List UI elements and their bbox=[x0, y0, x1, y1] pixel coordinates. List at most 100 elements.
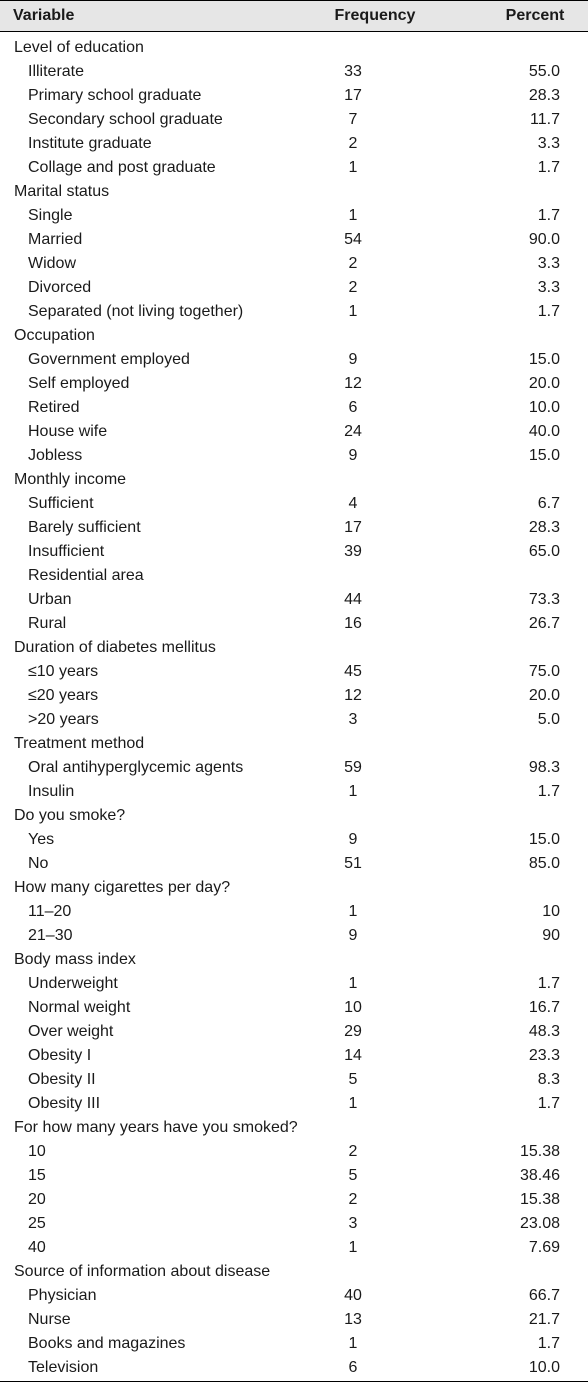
row-label: Government employed bbox=[28, 351, 190, 368]
row-frequency: 29 bbox=[344, 1023, 362, 1040]
row-percent: 15.38 bbox=[519, 1143, 560, 1160]
row-label: Source of information about disease bbox=[14, 1263, 271, 1280]
category-row: Monthly income bbox=[0, 468, 588, 492]
row-label: Obesity I bbox=[28, 1047, 92, 1064]
row-label: Rural bbox=[28, 615, 67, 632]
header-percent: Percent bbox=[505, 7, 565, 24]
category-row: Level of education bbox=[0, 36, 588, 60]
row-frequency: 17 bbox=[344, 519, 362, 536]
table-row: Self employed 12 20.0 bbox=[0, 372, 588, 396]
row-percent: 40.0 bbox=[528, 423, 560, 440]
row-percent: 85.0 bbox=[528, 855, 560, 872]
table-row: Television 6 10.0 bbox=[0, 1356, 588, 1380]
row-percent: 1.7 bbox=[537, 975, 560, 992]
row-label: Television bbox=[28, 1359, 99, 1376]
row-percent: 90 bbox=[542, 927, 560, 944]
row-frequency: 14 bbox=[344, 1047, 362, 1064]
header-variable: Variable bbox=[13, 7, 75, 24]
row-label: Monthly income bbox=[14, 471, 127, 488]
row-label: Level of education bbox=[14, 39, 144, 56]
table-row: Divorced 2 3.3 bbox=[0, 276, 588, 300]
table-row: Oral antihyperglycemic agents 59 98.3 bbox=[0, 756, 588, 780]
table-row: Primary school graduate 17 28.3 bbox=[0, 84, 588, 108]
table-row: House wife 24 40.0 bbox=[0, 420, 588, 444]
row-label: 11–20 bbox=[28, 903, 72, 920]
row-frequency: 24 bbox=[344, 423, 362, 440]
row-label: Underweight bbox=[28, 975, 118, 992]
row-percent: 8.3 bbox=[537, 1071, 560, 1088]
table-row: Obesity III 1 1.7 bbox=[0, 1092, 588, 1116]
row-label: Collage and post graduate bbox=[28, 159, 216, 176]
table-row: Urban 44 73.3 bbox=[0, 588, 588, 612]
row-label: 25 bbox=[28, 1215, 46, 1232]
row-label: For how many years have you smoked? bbox=[14, 1119, 298, 1136]
category-row: For how many years have you smoked? bbox=[0, 1116, 588, 1140]
row-frequency: 54 bbox=[344, 231, 362, 248]
row-percent: 20.0 bbox=[528, 687, 560, 704]
row-label: Over weight bbox=[28, 1023, 114, 1040]
category-row: Marital status bbox=[0, 180, 588, 204]
row-frequency: 9 bbox=[348, 831, 358, 848]
row-percent: 75.0 bbox=[528, 663, 560, 680]
table-row: Single 1 1.7 bbox=[0, 204, 588, 228]
row-label: Sufficient bbox=[28, 495, 94, 512]
category-row: Treatment method bbox=[0, 732, 588, 756]
table-row: Government employed 9 15.0 bbox=[0, 348, 588, 372]
table-row: Barely sufficient 17 28.3 bbox=[0, 516, 588, 540]
row-frequency: 9 bbox=[348, 447, 358, 464]
row-label: How many cigarettes per day? bbox=[14, 879, 231, 896]
row-percent: 3.3 bbox=[537, 135, 560, 152]
row-percent: 10.0 bbox=[528, 399, 560, 416]
table-row: Collage and post graduate 1 1.7 bbox=[0, 156, 588, 180]
table-header: Variable Frequency Percent bbox=[0, 0, 588, 32]
row-frequency: 2 bbox=[348, 255, 358, 272]
row-frequency: 9 bbox=[348, 927, 358, 944]
row-percent: 1.7 bbox=[537, 207, 560, 224]
table-row: Sufficient 4 6.7 bbox=[0, 492, 588, 516]
table-row: Retired 6 10.0 bbox=[0, 396, 588, 420]
table-row: Residential area bbox=[0, 564, 588, 588]
table-body: Level of education Illiterate 33 55.0 Primar… bbox=[0, 36, 588, 1380]
row-label: ≤10 years bbox=[28, 663, 99, 680]
row-label: Occupation bbox=[14, 327, 95, 344]
table-row: Underweight 1 1.7 bbox=[0, 972, 588, 996]
row-percent: 1.7 bbox=[537, 783, 560, 800]
row-percent: 98.3 bbox=[528, 759, 560, 776]
row-percent: 15.0 bbox=[528, 351, 560, 368]
header-frequency: Frequency bbox=[334, 7, 416, 24]
row-label: Retired bbox=[28, 399, 80, 416]
row-frequency: 51 bbox=[344, 855, 362, 872]
table-row: Obesity I 14 23.3 bbox=[0, 1044, 588, 1068]
row-frequency: 2 bbox=[348, 1143, 358, 1160]
row-frequency: 5 bbox=[348, 1071, 358, 1088]
row-label: Barely sufficient bbox=[28, 519, 141, 536]
row-percent: 1.7 bbox=[537, 159, 560, 176]
table-row: Married 54 90.0 bbox=[0, 228, 588, 252]
table-row: Institute graduate 2 3.3 bbox=[0, 132, 588, 156]
table-row: Insulin 1 1.7 bbox=[0, 780, 588, 804]
row-label: Obesity III bbox=[28, 1095, 101, 1112]
table-row: 15 5 38.46 bbox=[0, 1164, 588, 1188]
row-label: Obesity II bbox=[28, 1071, 96, 1088]
row-frequency: 12 bbox=[344, 687, 362, 704]
category-row: How many cigarettes per day? bbox=[0, 876, 588, 900]
category-row: Body mass index bbox=[0, 948, 588, 972]
row-frequency: 2 bbox=[348, 279, 358, 296]
row-frequency: 1 bbox=[348, 1335, 358, 1352]
row-label: Married bbox=[28, 231, 83, 248]
row-percent: 66.7 bbox=[528, 1287, 560, 1304]
row-frequency: 45 bbox=[344, 663, 362, 680]
row-percent: 15.0 bbox=[528, 447, 560, 464]
row-frequency: 39 bbox=[344, 543, 362, 560]
row-percent: 6.7 bbox=[537, 495, 560, 512]
row-percent: 38.46 bbox=[519, 1167, 560, 1184]
row-frequency: 1 bbox=[348, 159, 358, 176]
row-frequency: 1 bbox=[348, 1095, 358, 1112]
row-label: Treatment method bbox=[14, 735, 145, 752]
row-label: House wife bbox=[28, 423, 108, 440]
row-frequency: 44 bbox=[344, 591, 362, 608]
row-frequency: 33 bbox=[344, 63, 362, 80]
row-percent: 20.0 bbox=[528, 375, 560, 392]
row-frequency: 16 bbox=[344, 615, 362, 632]
table-row: ≤20 years 12 20.0 bbox=[0, 684, 588, 708]
